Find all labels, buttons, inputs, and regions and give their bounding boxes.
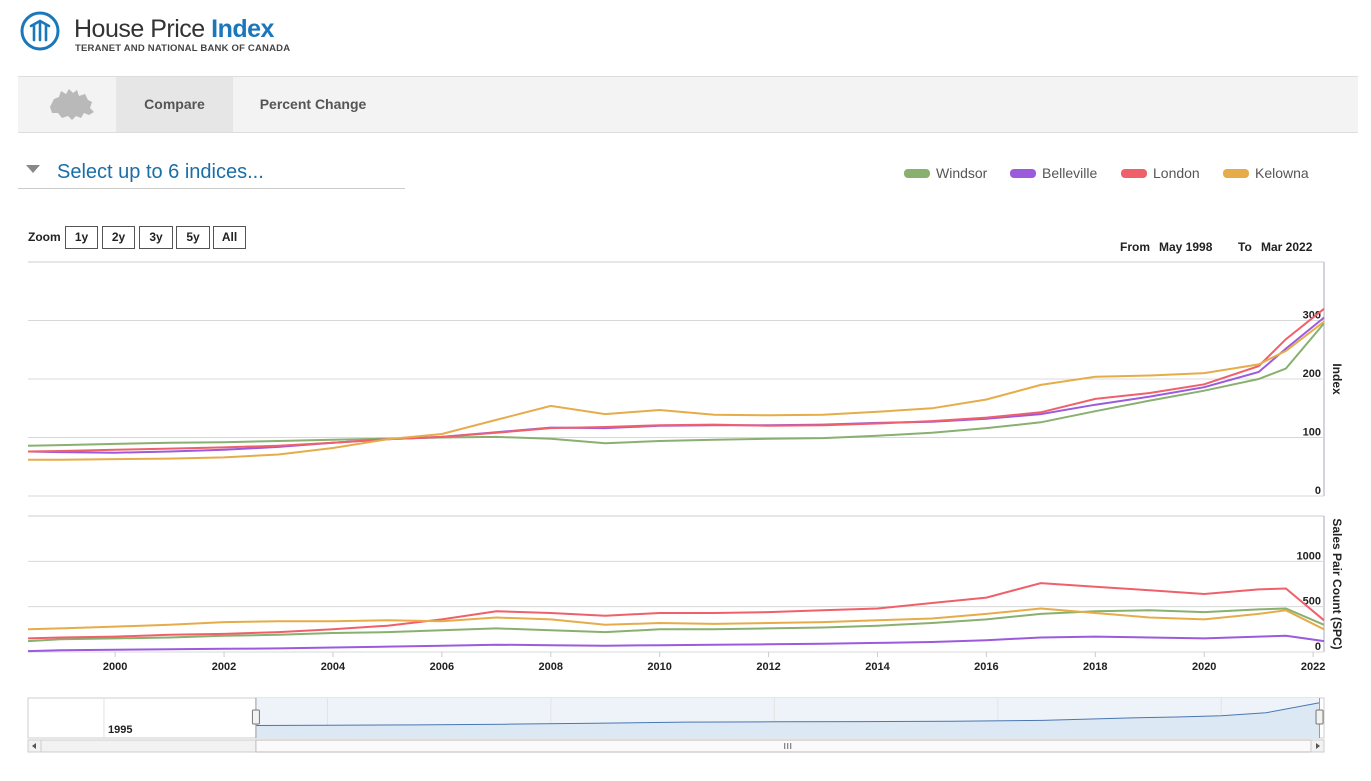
zoom-label: Zoom <box>28 230 61 244</box>
range-to-label: To <box>1238 240 1252 254</box>
legend-swatch <box>1010 168 1036 178</box>
chevron-right-icon[interactable] <box>1316 743 1320 749</box>
canada-map-icon[interactable] <box>46 85 98 125</box>
series-line-belleville <box>27 316 1325 454</box>
x-tick-label: 2000 <box>103 661 127 673</box>
zoom-all-button[interactable]: All <box>213 226 246 249</box>
x-tick-label: 2006 <box>430 661 454 673</box>
y-tick-label: 1000 <box>1297 550 1321 562</box>
legend-item-windsor[interactable]: Windsor <box>904 164 987 182</box>
tab-percent-change[interactable]: Percent Change <box>259 96 367 112</box>
x-tick-label: 2022 <box>1301 661 1325 673</box>
nav-bar: Compare Percent Change <box>18 76 1358 133</box>
navigator-line <box>255 702 1320 726</box>
range-from-label: From <box>1120 240 1150 254</box>
index-plot: 0 100 200 300 Index <box>27 261 1344 497</box>
legend-item-belleville[interactable]: Belleville <box>1010 164 1097 182</box>
zoom-1y-button[interactable]: 1y <box>65 226 98 249</box>
range-to-value[interactable]: Mar 2022 <box>1261 240 1313 254</box>
legend-swatch <box>1223 168 1249 178</box>
house-logo-icon <box>20 11 60 51</box>
navigator-area <box>255 702 1320 738</box>
series-line-london <box>27 582 1325 640</box>
series-line-kelowna <box>27 607 1325 631</box>
zoom-5y-button[interactable]: 5y <box>176 226 210 249</box>
y-axis-title-spc: Sales Pair Count (SPC) <box>1330 518 1344 649</box>
x-tick-label: 2004 <box>321 661 346 673</box>
x-tick-label: 2010 <box>647 661 671 673</box>
x-tick-label: 2016 <box>974 661 998 673</box>
legend-item-london[interactable]: London <box>1121 164 1200 182</box>
y-axis-title-index: Index <box>1330 363 1344 395</box>
x-tick-label: 2012 <box>756 661 780 673</box>
series-line-belleville <box>27 634 1325 653</box>
app-subtitle: TERANET AND NATIONAL BANK OF CANADA <box>75 43 291 54</box>
legend-label: Belleville <box>1042 165 1098 181</box>
header: House Price Index TERANET AND NATIONAL B… <box>0 0 1371 76</box>
index-selector-placeholder[interactable]: Select up to 6 indices... <box>57 161 264 183</box>
legend-label: London <box>1153 165 1200 181</box>
series-line-london <box>27 308 1325 453</box>
y-tick-label: 300 <box>1303 310 1321 322</box>
house-price-chart[interactable]: 0 100 200 300 Index 0 500 1000 Sales Pair Count… <box>0 250 1371 760</box>
x-tick-label: 2008 <box>539 661 563 673</box>
tab-compare[interactable]: Compare <box>116 77 233 132</box>
legend-item-kelowna[interactable]: Kelowna <box>1223 164 1309 182</box>
spc-plot: 0 500 1000 Sales Pair Count (SPC) 2000 2002 20… <box>27 515 1344 673</box>
y-tick-label: 100 <box>1303 427 1321 439</box>
y-tick-label: 500 <box>1303 596 1321 608</box>
y-tick-label: 0 <box>1315 485 1321 497</box>
series-line-windsor <box>27 322 1325 447</box>
chevron-left-icon[interactable] <box>32 743 36 749</box>
range-from-value[interactable]: May 1998 <box>1159 240 1213 254</box>
x-tick-label: 2018 <box>1083 661 1107 673</box>
navigator-left-handle[interactable] <box>251 709 260 725</box>
chevron-down-icon[interactable] <box>26 165 40 173</box>
legend-label: Kelowna <box>1255 165 1309 181</box>
app-title-accent: Index <box>211 15 274 43</box>
navigator-right-handle[interactable] <box>1315 709 1324 725</box>
legend-swatch <box>904 168 930 178</box>
app-title: House Price Index <box>74 15 274 43</box>
y-tick-label: 0 <box>1315 641 1321 653</box>
legend-label: Windsor <box>936 165 988 181</box>
y-tick-label: 200 <box>1303 368 1321 380</box>
zoom-2y-button[interactable]: 2y <box>102 226 135 249</box>
x-tick-label: 2002 <box>212 661 236 673</box>
zoom-3y-button[interactable]: 3y <box>139 226 173 249</box>
x-tick-label: 2020 <box>1192 661 1216 673</box>
navigator-tick-label: 1995 <box>108 724 132 736</box>
navigator[interactable]: 199520002005201020152020 <box>27 697 1325 753</box>
x-tick-label: 2014 <box>865 661 890 673</box>
legend-swatch <box>1121 168 1147 178</box>
series-line-kelowna <box>28 320 1325 461</box>
index-selector[interactable]: Select up to 6 indices... <box>18 156 405 189</box>
series-line-windsor <box>27 607 1325 643</box>
